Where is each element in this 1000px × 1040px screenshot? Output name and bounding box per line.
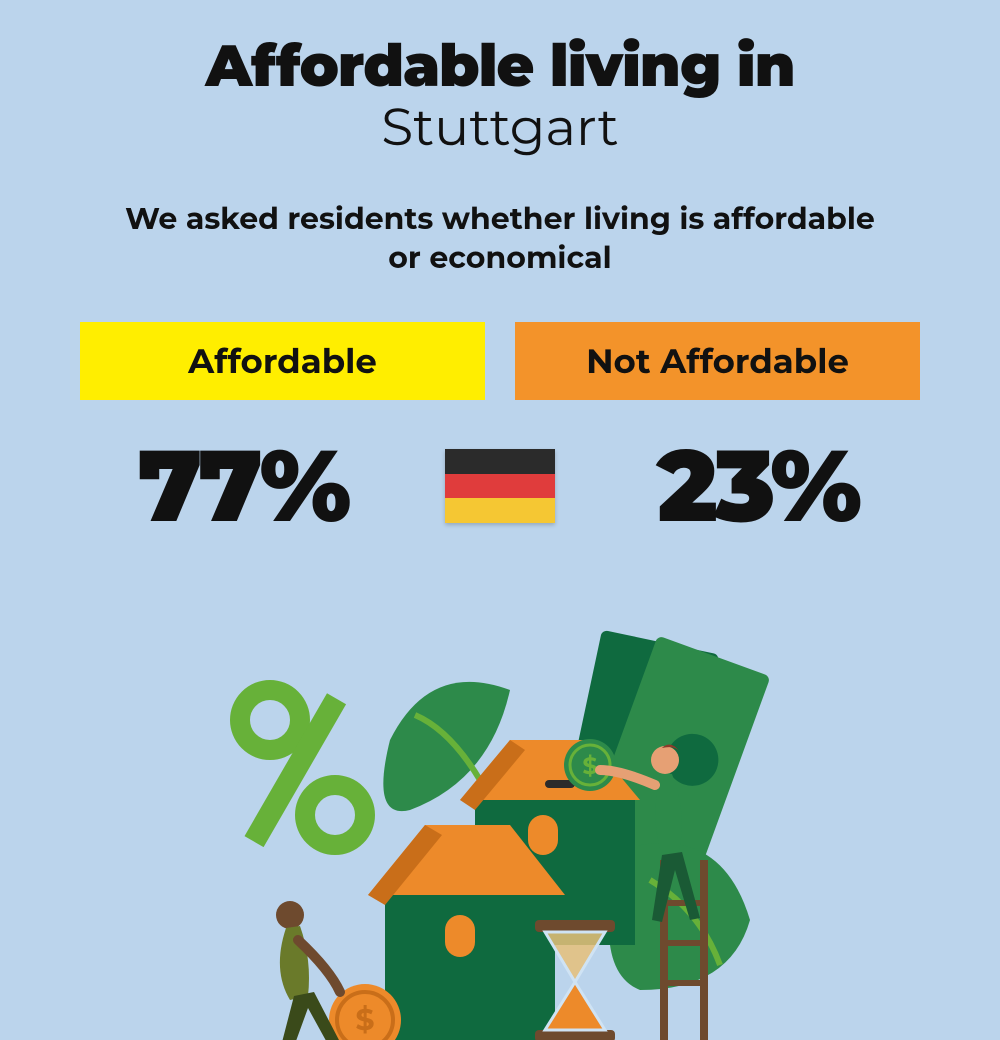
- coin-icon: $: [564, 739, 616, 791]
- page-title: Affordable living in: [80, 30, 920, 101]
- not-affordable-percent: 23%: [595, 425, 920, 547]
- housing-illustration: $ $: [190, 620, 810, 1040]
- flag-stripe: [445, 474, 555, 499]
- survey-question: We asked residents whether living is aff…: [80, 199, 920, 277]
- flag-stripe: [445, 449, 555, 474]
- affordable-bar: Affordable: [80, 322, 485, 400]
- person-icon: $: [276, 901, 401, 1040]
- infographic: Affordable living in Stuttgart We asked …: [0, 0, 1000, 547]
- svg-text:$: $: [355, 1001, 374, 1038]
- percent-row: 77% 23%: [80, 425, 920, 547]
- percent-icon: [240, 690, 365, 847]
- germany-flag-icon: [445, 449, 555, 523]
- options-row: Affordable Not Affordable: [80, 322, 920, 400]
- not-affordable-bar: Not Affordable: [515, 322, 920, 400]
- city-name: Stuttgart: [80, 96, 920, 159]
- flag-stripe: [445, 498, 555, 523]
- affordable-percent: 77%: [80, 425, 405, 547]
- svg-text:$: $: [582, 752, 597, 781]
